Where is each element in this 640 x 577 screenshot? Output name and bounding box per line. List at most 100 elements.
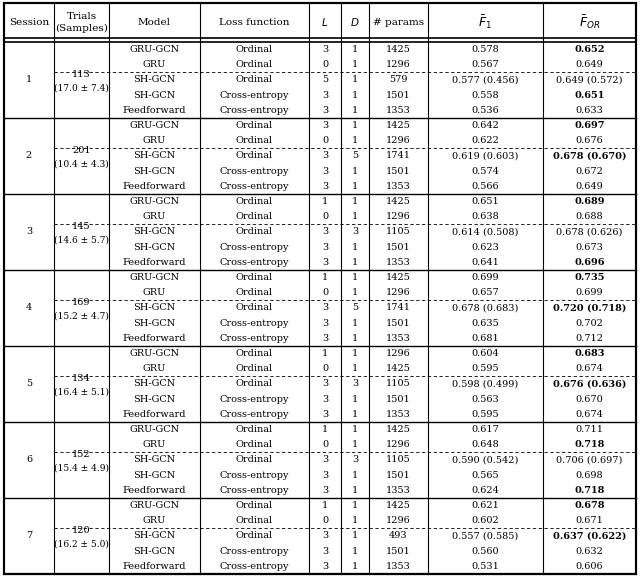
- Text: 1425: 1425: [386, 121, 411, 130]
- Text: 1741: 1741: [386, 152, 411, 160]
- Text: 0.632: 0.632: [575, 546, 604, 556]
- Text: 1425: 1425: [386, 273, 411, 282]
- Text: Feedforward: Feedforward: [123, 258, 186, 267]
- Text: 1: 1: [352, 410, 358, 419]
- Text: 1: 1: [352, 334, 358, 343]
- Text: Feedforward: Feedforward: [123, 182, 186, 191]
- Text: SH-GCN: SH-GCN: [133, 455, 175, 464]
- Text: 3: 3: [26, 227, 32, 237]
- Text: 0.672: 0.672: [575, 167, 604, 176]
- Text: 1296: 1296: [386, 61, 411, 69]
- Text: GRU: GRU: [143, 516, 166, 525]
- Text: 1: 1: [352, 501, 358, 510]
- Text: Cross-entropy: Cross-entropy: [220, 182, 289, 191]
- Text: 1501: 1501: [386, 319, 411, 328]
- Text: Model: Model: [138, 18, 171, 27]
- Text: 0.711: 0.711: [575, 425, 604, 434]
- Text: Ordinal: Ordinal: [236, 45, 273, 54]
- Text: Cross-entropy: Cross-entropy: [220, 546, 289, 556]
- Text: 1105: 1105: [386, 380, 411, 388]
- Text: Cross-entropy: Cross-entropy: [220, 562, 289, 571]
- Text: 1: 1: [352, 349, 358, 358]
- Text: Ordinal: Ordinal: [236, 304, 273, 313]
- Text: Cross-entropy: Cross-entropy: [220, 334, 289, 343]
- Text: 5: 5: [322, 76, 328, 84]
- Text: 0.681: 0.681: [472, 334, 499, 343]
- Text: 3: 3: [352, 227, 358, 237]
- Text: $D$: $D$: [350, 17, 360, 28]
- Text: 134: 134: [72, 374, 91, 383]
- Text: 1: 1: [352, 273, 358, 282]
- Text: Cross-entropy: Cross-entropy: [220, 91, 289, 100]
- Text: (15.4 ± 4.9): (15.4 ± 4.9): [54, 464, 109, 473]
- Text: 1353: 1353: [386, 258, 411, 267]
- Text: 3: 3: [322, 486, 328, 495]
- Text: 3: 3: [322, 455, 328, 464]
- Text: 1425: 1425: [386, 45, 411, 54]
- Text: 0.689: 0.689: [574, 197, 605, 206]
- Text: SH-GCN: SH-GCN: [133, 380, 175, 388]
- Text: Cross-entropy: Cross-entropy: [220, 167, 289, 176]
- Text: 1105: 1105: [386, 455, 411, 464]
- Text: GRU-GCN: GRU-GCN: [129, 121, 180, 130]
- Text: Ordinal: Ordinal: [236, 61, 273, 69]
- Text: 3: 3: [322, 167, 328, 176]
- Text: 1501: 1501: [386, 243, 411, 252]
- Text: 3: 3: [322, 45, 328, 54]
- Text: 1: 1: [352, 531, 358, 541]
- Text: Ordinal: Ordinal: [236, 121, 273, 130]
- Text: 1: 1: [352, 395, 358, 404]
- Text: 1: 1: [322, 273, 328, 282]
- Text: 0.720 (0.718): 0.720 (0.718): [553, 304, 626, 313]
- Text: GRU-GCN: GRU-GCN: [129, 45, 180, 54]
- Text: 3: 3: [352, 380, 358, 388]
- Text: 0.638: 0.638: [472, 212, 499, 222]
- Text: 0.531: 0.531: [472, 562, 499, 571]
- Text: (15.2 ± 4.7): (15.2 ± 4.7): [54, 312, 109, 321]
- Text: SH-GCN: SH-GCN: [133, 531, 175, 541]
- Text: Ordinal: Ordinal: [236, 212, 273, 222]
- Text: 1501: 1501: [386, 395, 411, 404]
- Text: 0.674: 0.674: [575, 364, 604, 373]
- Text: GRU-GCN: GRU-GCN: [129, 273, 180, 282]
- Text: 0.674: 0.674: [575, 410, 604, 419]
- Text: 0.642: 0.642: [472, 121, 499, 130]
- Text: Ordinal: Ordinal: [236, 380, 273, 388]
- Text: 1: 1: [352, 136, 358, 145]
- Text: 0.557 (0.585): 0.557 (0.585): [452, 531, 518, 541]
- Text: SH-GCN: SH-GCN: [133, 471, 175, 479]
- Text: GRU: GRU: [143, 136, 166, 145]
- Text: 0.637 (0.622): 0.637 (0.622): [553, 531, 626, 541]
- Text: 0.598 (0.499): 0.598 (0.499): [452, 380, 518, 388]
- Text: 1: 1: [352, 486, 358, 495]
- Text: Ordinal: Ordinal: [236, 349, 273, 358]
- Text: Ordinal: Ordinal: [236, 288, 273, 297]
- Text: 0.735: 0.735: [574, 273, 605, 282]
- Text: SH-GCN: SH-GCN: [133, 319, 175, 328]
- Text: 3: 3: [322, 395, 328, 404]
- Text: 0: 0: [322, 288, 328, 297]
- Text: 1296: 1296: [386, 288, 411, 297]
- Text: 3: 3: [322, 182, 328, 191]
- Text: 0.696: 0.696: [574, 258, 605, 267]
- Text: GRU: GRU: [143, 364, 166, 373]
- Text: GRU-GCN: GRU-GCN: [129, 425, 180, 434]
- Text: 0.699: 0.699: [576, 288, 604, 297]
- Text: 3: 3: [352, 455, 358, 464]
- Text: SH-GCN: SH-GCN: [133, 546, 175, 556]
- Text: 3: 3: [322, 410, 328, 419]
- Text: 0.699: 0.699: [472, 273, 499, 282]
- Text: 0.706 (0.697): 0.706 (0.697): [556, 455, 623, 464]
- Text: 0.563: 0.563: [472, 395, 499, 404]
- Text: GRU: GRU: [143, 288, 166, 297]
- Text: 1425: 1425: [386, 364, 411, 373]
- Text: (16.2 ± 5.0): (16.2 ± 5.0): [54, 540, 109, 549]
- Text: 1501: 1501: [386, 471, 411, 479]
- Text: Feedforward: Feedforward: [123, 106, 186, 115]
- Text: Session: Session: [9, 18, 49, 27]
- Text: 493: 493: [389, 531, 408, 541]
- Text: 1: 1: [352, 76, 358, 84]
- Text: 1296: 1296: [386, 349, 411, 358]
- Text: 1: 1: [352, 61, 358, 69]
- Text: 1353: 1353: [386, 562, 411, 571]
